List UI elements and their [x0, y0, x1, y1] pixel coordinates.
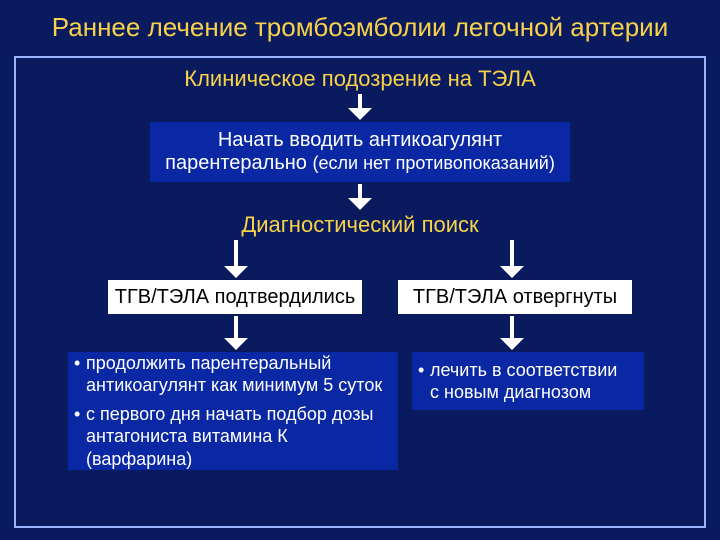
box-confirmed: ТГВ/ТЭЛА подтвердились [108, 280, 362, 314]
label-clinical-suspicion-text: Клиническое подозрение на ТЭЛА [184, 66, 536, 91]
rejected-actions-list: лечить в соответствии с новым диагнозом [412, 353, 644, 410]
box-confirmed-actions: продолжить парентеральный антикоагулянт … [68, 352, 398, 470]
box-start-line2a: парентерально [165, 152, 312, 174]
flow-arrow-icon [500, 316, 524, 350]
slide-title: Раннее лечение тромбоэмболии легочной ар… [0, 12, 720, 43]
box-rejected-text: ТГВ/ТЭЛА отвергнуты [398, 286, 632, 309]
label-clinical-suspicion: Клиническое подозрение на ТЭЛА [0, 66, 720, 92]
flow-arrow-icon [348, 94, 372, 120]
box-rejected: ТГВ/ТЭЛА отвергнуты [398, 280, 632, 314]
box-start-line2b: (если нет противопоказаний) [313, 153, 555, 173]
flow-arrow-icon [348, 184, 372, 210]
slide-title-text: Раннее лечение тромбоэмболии легочной ар… [52, 12, 668, 42]
confirmed-actions-list: продолжить парентеральный антикоагулянт … [68, 346, 398, 477]
box-confirmed-text: ТГВ/ТЭЛА подтвердились [108, 286, 362, 309]
box-rejected-actions: лечить в соответствии с новым диагнозом [412, 352, 644, 410]
flow-arrow-icon [224, 316, 248, 350]
label-diagnostic-search: Диагностический поиск [0, 212, 720, 238]
box-start-line2: парентерально (если нет противопоказаний… [150, 152, 570, 175]
label-diagnostic-search-text: Диагностический поиск [241, 212, 478, 237]
flow-arrow-icon [500, 240, 524, 278]
box-start-anticoagulant: Начать вводить антикоагулянт парентераль… [150, 122, 570, 182]
flow-arrow-icon [224, 240, 248, 278]
slide-canvas: Раннее лечение тромбоэмболии легочной ар… [0, 0, 720, 540]
box-start-line1: Начать вводить антикоагулянт [150, 129, 570, 152]
list-item: лечить в соответствии с новым диагнозом [418, 359, 634, 404]
list-item: с первого дня начать подбор дозы антагон… [74, 403, 388, 471]
list-item: продолжить парентеральный антикоагулянт … [74, 352, 388, 397]
